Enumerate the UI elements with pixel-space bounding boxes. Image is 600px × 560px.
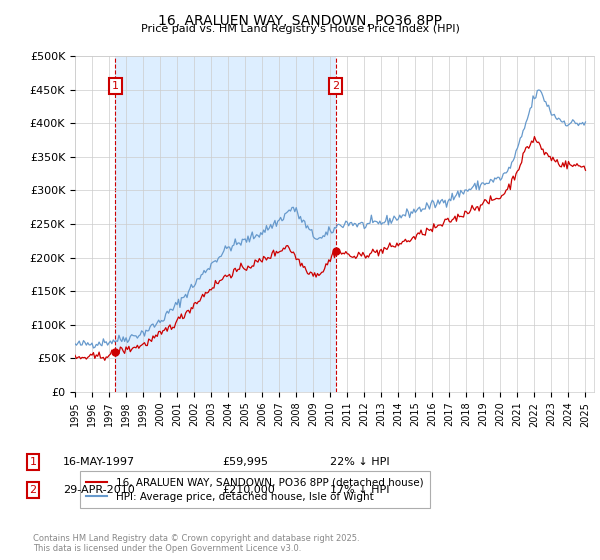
Text: 1: 1 [29,457,37,467]
Text: 17% ↓ HPI: 17% ↓ HPI [330,485,389,495]
Bar [115,56,335,392]
Legend: 16, ARALUEN WAY, SANDOWN, PO36 8PP (detached house), HPI: Average price, detache: 16, ARALUEN WAY, SANDOWN, PO36 8PP (deta… [80,471,430,508]
Text: 2: 2 [29,485,37,495]
Text: 16, ARALUEN WAY, SANDOWN, PO36 8PP: 16, ARALUEN WAY, SANDOWN, PO36 8PP [158,14,442,28]
Text: Price paid vs. HM Land Registry's House Price Index (HPI): Price paid vs. HM Land Registry's House … [140,24,460,34]
Text: 22% ↓ HPI: 22% ↓ HPI [330,457,389,467]
Text: 1: 1 [112,81,119,91]
Text: 29-APR-2010: 29-APR-2010 [63,485,135,495]
Text: Contains HM Land Registry data © Crown copyright and database right 2025.
This d: Contains HM Land Registry data © Crown c… [33,534,359,553]
Text: £59,995: £59,995 [222,457,268,467]
Text: 16-MAY-1997: 16-MAY-1997 [63,457,135,467]
Text: £210,000: £210,000 [222,485,275,495]
Text: 2: 2 [332,81,339,91]
